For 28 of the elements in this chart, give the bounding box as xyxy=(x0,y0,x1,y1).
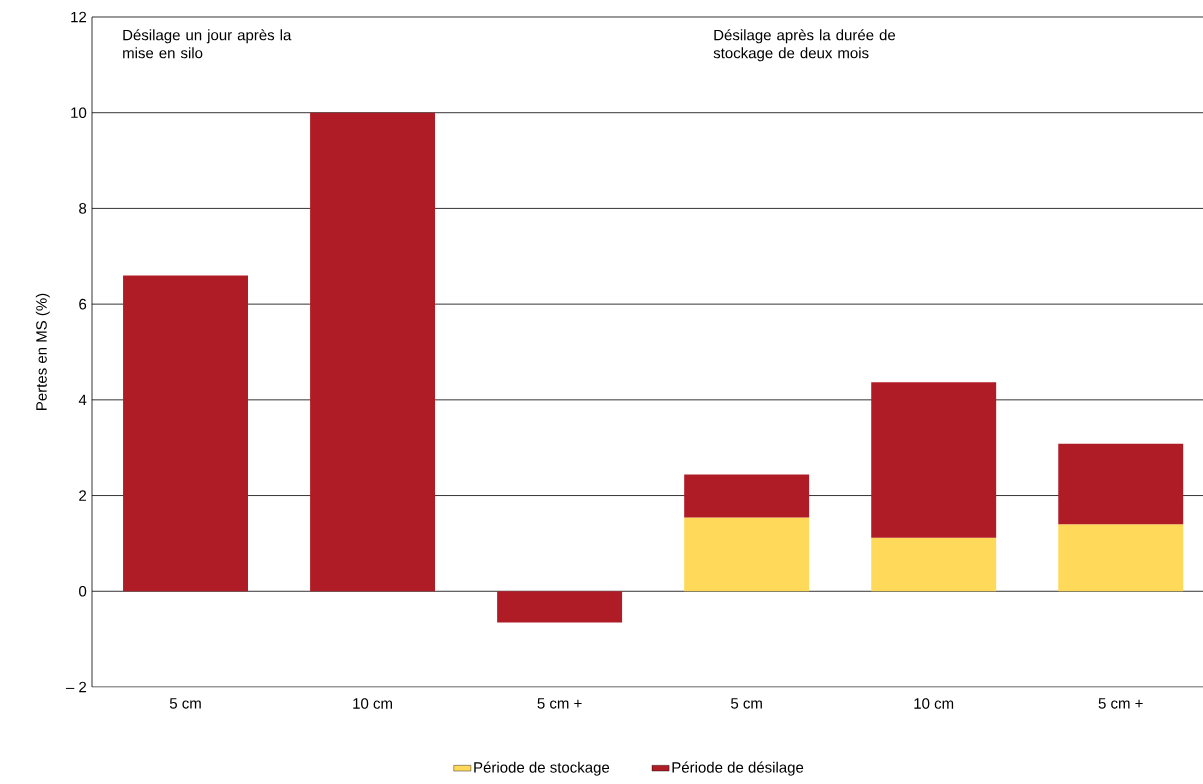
x-tick-label: 5 cm + xyxy=(1098,698,1143,709)
x-tick-label: 5 cm xyxy=(731,698,762,709)
y-tick-label: – 2 xyxy=(65,681,87,693)
y-tick-label: 10 xyxy=(71,107,87,119)
y-axis-title: Pertes en MS (%) xyxy=(35,293,50,410)
x-tick-label: 10 cm xyxy=(353,698,392,709)
y-tick-label: 4 xyxy=(78,394,87,405)
bar xyxy=(123,275,248,592)
annotation: Désilage un jour après la mise en silo xyxy=(123,29,292,59)
bar xyxy=(684,517,810,592)
bar xyxy=(871,382,997,538)
legend-label: Période de stockage xyxy=(474,761,610,776)
bar xyxy=(1058,524,1184,592)
annotation: Désilage après la durée de stockage de deux mois xyxy=(713,29,896,62)
bar xyxy=(871,537,997,592)
y-tick-label: 8 xyxy=(79,203,87,214)
bar xyxy=(497,591,623,623)
bar xyxy=(310,112,436,592)
x-tick-label: 5 cm + xyxy=(537,698,582,709)
legend-label: Période de désilage xyxy=(672,761,804,776)
x-tick-label: 5 cm xyxy=(169,698,201,709)
x-tick-label: 10 cm xyxy=(914,698,954,709)
y-tick-label: 12 xyxy=(71,11,87,23)
y-tick-label: 2 xyxy=(79,490,87,501)
y-tick-label: 6 xyxy=(79,298,87,310)
y-tick-label: 0 xyxy=(79,585,87,597)
bar xyxy=(684,474,810,518)
bar xyxy=(1058,443,1184,525)
